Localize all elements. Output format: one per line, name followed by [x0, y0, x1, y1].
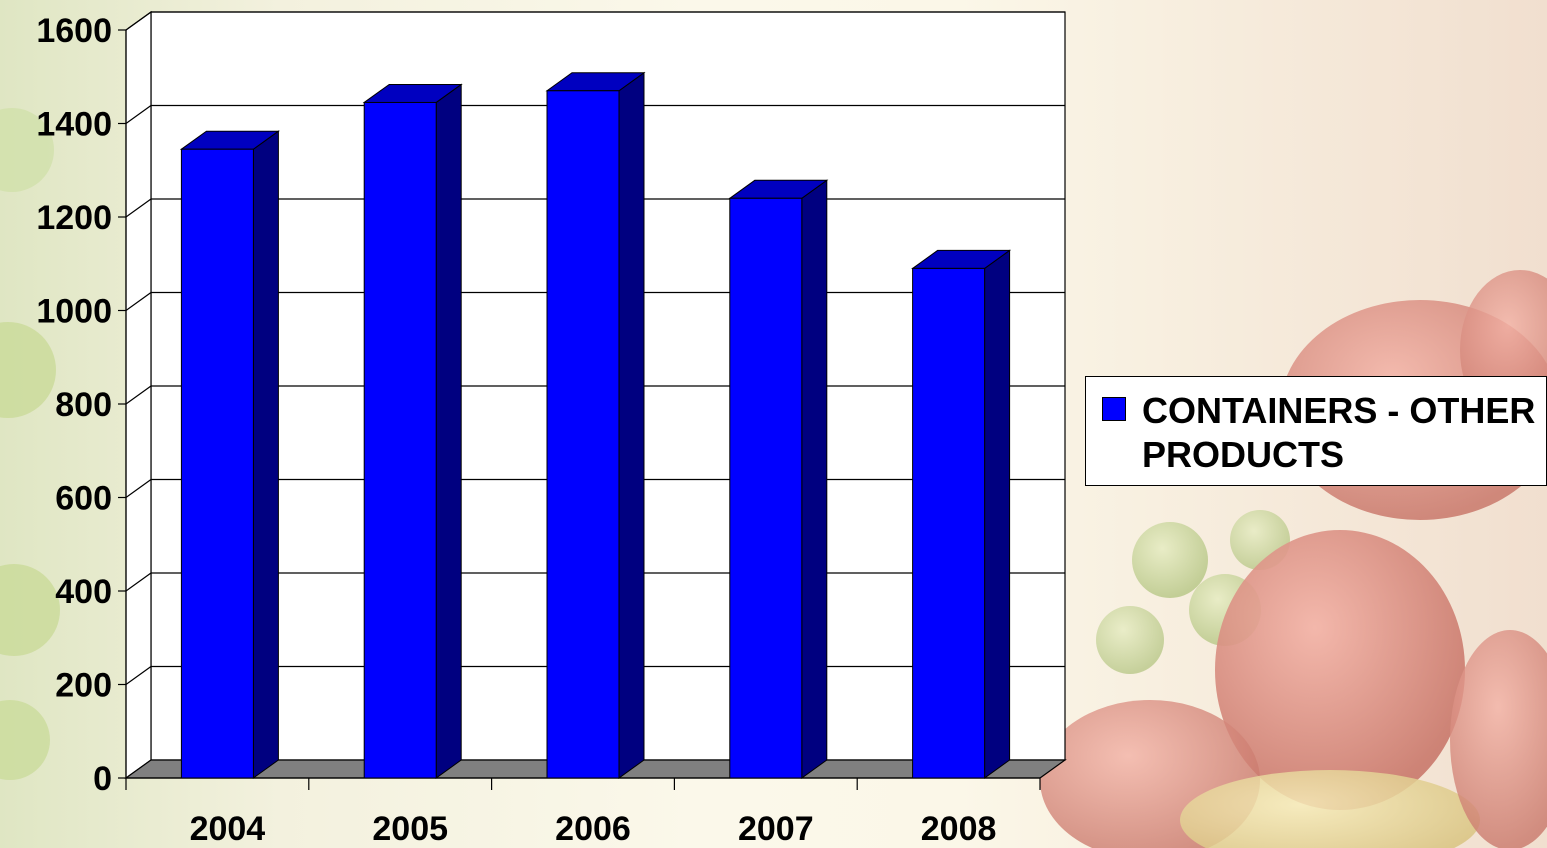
y-tick-label: 1000 [36, 293, 112, 331]
legend: CONTAINERS - OTHER PRODUCTS [1085, 376, 1547, 486]
bar-side-face [252, 130, 279, 779]
legend-label: CONTAINERS - OTHER PRODUCTS [1142, 390, 1536, 475]
y-axis-tick-labels: 0 200 400 600 800 1000 1200 1400 1600 [36, 12, 112, 798]
x-tick-label: 2006 [555, 810, 631, 848]
x-axis-tick-labels: 2004 2005 2006 2007 2008 [190, 810, 997, 848]
bar-front-face [912, 267, 986, 779]
y-tick-label: 400 [55, 573, 112, 611]
bar-2005 [362, 83, 463, 779]
x-tick-label: 2005 [372, 810, 448, 848]
bar-2007 [728, 179, 829, 779]
bar-side-face [984, 249, 1011, 779]
bar-side-face [801, 179, 828, 779]
bar-2008 [911, 249, 1012, 779]
bar-side-face [435, 83, 462, 779]
y-tick-label: 1400 [36, 106, 112, 144]
bar-front-face [729, 197, 803, 779]
x-tick-label: 2007 [738, 810, 814, 848]
bar-front-face [363, 101, 437, 779]
x-tick-label: 2004 [190, 810, 266, 848]
y-tick-label: 1600 [36, 12, 112, 50]
bar-series [179, 71, 1012, 779]
y-tick-label: 0 [93, 760, 112, 798]
bar-front-face [180, 148, 254, 779]
y-tick-label: 600 [55, 480, 112, 518]
bar-front-face [546, 90, 620, 779]
bar-side-face [618, 71, 645, 779]
x-tick-label: 2008 [921, 810, 997, 848]
y-tick-label: 1200 [36, 199, 112, 237]
gridline [125, 11, 1065, 31]
bar-2004 [179, 130, 280, 779]
bar-2006 [545, 71, 646, 779]
gridline [125, 104, 1065, 124]
y-tick-label: 800 [55, 386, 112, 424]
legend-swatch [1102, 397, 1126, 421]
y-tick-label: 200 [55, 667, 112, 705]
